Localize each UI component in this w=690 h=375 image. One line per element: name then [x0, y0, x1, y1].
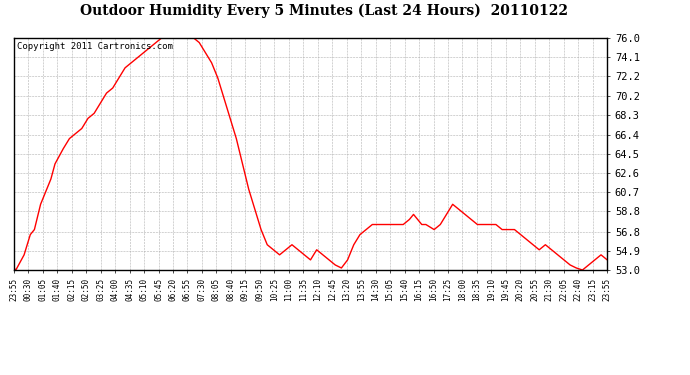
- Text: Copyright 2011 Cartronics.com: Copyright 2011 Cartronics.com: [17, 42, 172, 51]
- Text: Outdoor Humidity Every 5 Minutes (Last 24 Hours)  20110122: Outdoor Humidity Every 5 Minutes (Last 2…: [80, 4, 569, 18]
